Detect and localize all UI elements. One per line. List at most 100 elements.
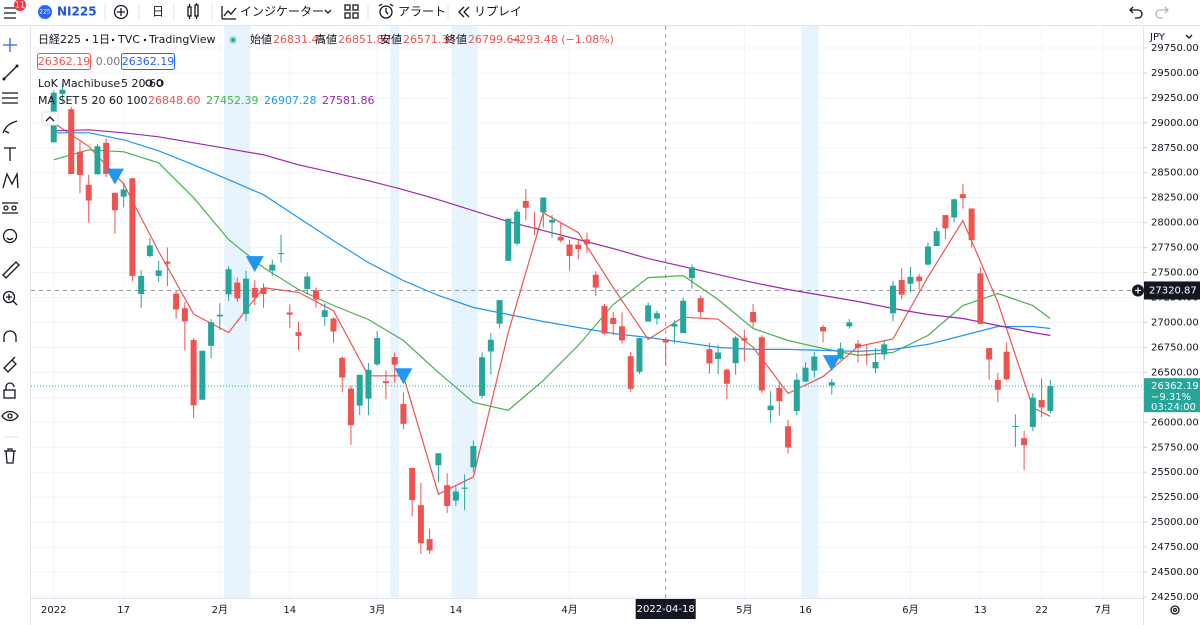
y-tick-label: 29000.00 <box>1151 118 1199 129</box>
replay-button[interactable]: リプレイ <box>474 5 522 19</box>
prediction-tool[interactable] <box>2 202 18 214</box>
candle-body <box>487 339 494 352</box>
icon-tool[interactable] <box>2 228 18 244</box>
indicators-button[interactable]: インジケーター <box>240 5 324 19</box>
candle-body <box>111 192 118 211</box>
ohlc-label: 安値 <box>380 32 402 46</box>
pattern-tool[interactable] <box>2 171 19 189</box>
separator-dot <box>143 38 147 42</box>
menu-button[interactable] <box>4 7 16 19</box>
candle-body <box>129 178 136 276</box>
candle-body <box>225 269 232 295</box>
crosshair-price-box <box>1144 281 1200 300</box>
y-tick-label: 29250.00 <box>1151 93 1199 104</box>
candle-body <box>365 369 372 399</box>
interval-button[interactable]: 日 <box>152 5 164 19</box>
x-tick-label: 7月 <box>1095 604 1111 616</box>
candle-body <box>959 194 966 199</box>
candle-body <box>977 273 984 324</box>
chart-type-button[interactable] <box>187 3 199 19</box>
symbol-button[interactable]: NI225 <box>57 5 97 19</box>
axes: 24250.00 24500.00 24750.00 25000.00 25250.00… <box>41 43 1200 619</box>
collapse-legend[interactable] <box>41 111 59 126</box>
y-tick-label: 25250.00 <box>1151 492 1199 503</box>
candle-body <box>444 485 451 506</box>
settings-button[interactable] <box>1170 605 1180 615</box>
crosshair-date-box <box>635 599 696 619</box>
x-tick-label: 2月 <box>212 604 228 616</box>
measure-tool[interactable] <box>2 261 20 279</box>
ma-legend-values: 26848.60 27452.39 26907.28 27581.86 <box>148 94 375 107</box>
indicators-dropdown[interactable] <box>324 9 332 14</box>
sell-price[interactable]: 26362.19 <box>38 55 91 68</box>
candle-body <box>889 285 896 314</box>
candle-body <box>916 276 923 282</box>
last-price-label: 26362.19 <box>1151 381 1199 392</box>
zoom-tool[interactable] <box>2 290 18 306</box>
indicator-icon <box>221 6 237 20</box>
candle-body <box>409 467 416 501</box>
indicator1-params: 5 20 60 <box>121 77 163 90</box>
candle-body <box>557 236 564 241</box>
candle-body <box>514 211 521 244</box>
alerts-button[interactable]: アラート <box>398 5 446 19</box>
y-tick-label: 28000.00 <box>1151 218 1199 229</box>
redo-button[interactable] <box>1155 6 1169 19</box>
candle-body <box>199 350 206 400</box>
candle-body <box>846 322 853 327</box>
y-tick-label: 28750.00 <box>1151 143 1199 154</box>
fib-tool[interactable] <box>2 92 18 104</box>
x-tick-label: 13 <box>974 605 987 616</box>
legend-interval: 1日 <box>92 33 110 46</box>
ma-line <box>53 132 1051 353</box>
magnet-tool[interactable] <box>3 330 17 342</box>
ohlc-label: 始値 <box>250 32 272 46</box>
candle-body <box>741 338 748 341</box>
currency-dropdown[interactable] <box>1185 34 1193 39</box>
y-tick-label: 26500.00 <box>1151 367 1199 378</box>
crosshair-tool[interactable] <box>3 38 17 52</box>
y-tick-label: 26000.00 <box>1151 417 1199 428</box>
compare-button[interactable] <box>113 4 129 20</box>
signal-marker <box>105 168 124 185</box>
buy-price[interactable]: 26362.19 <box>122 55 175 68</box>
lock-draw-tool[interactable] <box>3 356 17 373</box>
x-tick-label: 17 <box>117 605 130 616</box>
legend-platform: TradingView <box>148 33 215 46</box>
candle-body <box>994 379 1001 390</box>
candle-body <box>636 338 643 372</box>
x-tick-label: 14 <box>450 605 463 616</box>
ma-legend-value: 26907.28 <box>264 94 317 107</box>
text-tool[interactable] <box>4 147 16 161</box>
signal-marker <box>822 355 841 372</box>
candle-body <box>863 354 870 356</box>
candle-body <box>138 275 145 295</box>
visibility-tool[interactable] <box>1 410 19 422</box>
countdown-label: 03:24:00 <box>1151 402 1196 413</box>
candle-body <box>1012 426 1019 428</box>
currency-label[interactable]: JPY <box>1149 32 1166 43</box>
y-tick-label: 24250.00 <box>1151 592 1199 603</box>
candle-body <box>715 352 722 360</box>
lock-tool[interactable] <box>3 382 16 399</box>
candle-body <box>391 357 398 365</box>
collapse-icon <box>45 116 55 122</box>
candle-body <box>417 505 424 544</box>
ohlc-label: 高値 <box>315 32 337 46</box>
badge-count: 11 <box>15 1 25 10</box>
sell-box[interactable] <box>37 53 91 70</box>
buy-box[interactable] <box>121 53 175 70</box>
layout-button[interactable] <box>344 4 359 19</box>
trendline-tool[interactable] <box>2 64 19 81</box>
legend-symbol: 日経225 <box>38 33 81 46</box>
candle-body <box>190 340 197 406</box>
y-tick-label: 27750.00 <box>1151 243 1199 254</box>
undo-button[interactable] <box>1129 6 1143 19</box>
brush-tool[interactable] <box>2 120 18 134</box>
candle-body <box>59 89 66 94</box>
alert-icon <box>378 3 394 19</box>
candle-body <box>1029 397 1036 427</box>
candle-body <box>435 453 442 466</box>
delete-tool[interactable] <box>4 448 16 464</box>
candle-body <box>304 276 311 289</box>
